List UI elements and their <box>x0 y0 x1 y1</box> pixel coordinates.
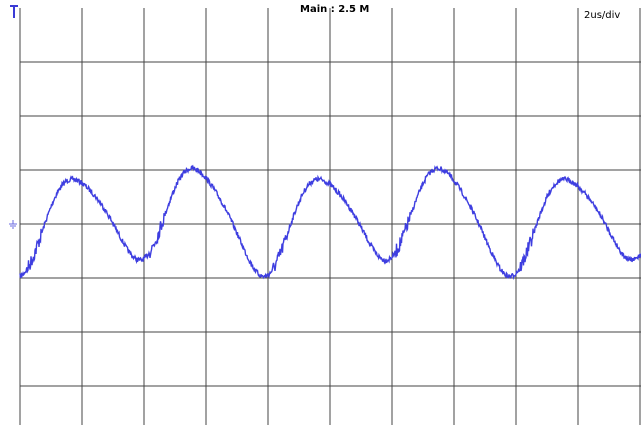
ground-marker <box>9 220 17 229</box>
scale-label: 2us/div <box>584 10 620 21</box>
timebase-label: Main : 2.5 M <box>300 4 369 15</box>
waveform-trace <box>19 164 641 281</box>
trigger-marker <box>10 5 18 18</box>
graticule <box>19 8 641 425</box>
